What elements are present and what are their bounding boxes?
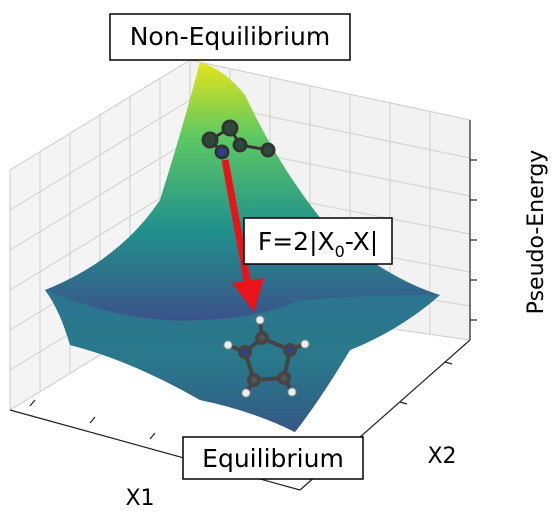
force-formula: F=2|X0-X|: [258, 227, 378, 261]
z-axis-label: Pseudo-Energy: [524, 150, 549, 315]
equilibrium-label: Equilibrium: [202, 444, 344, 473]
formula-subscript: 0: [335, 242, 345, 261]
x1-axis-label: X1: [125, 486, 154, 511]
non-equilibrium-label: Non-Equilibrium: [130, 22, 331, 51]
formula-part: -X|: [345, 227, 378, 256]
figure: Non-Equilibrium F=2|X0-X| Equilibrium X1…: [0, 0, 552, 513]
formula-part: F=2|X: [258, 227, 335, 256]
x2-axis-label: X2: [427, 444, 456, 469]
